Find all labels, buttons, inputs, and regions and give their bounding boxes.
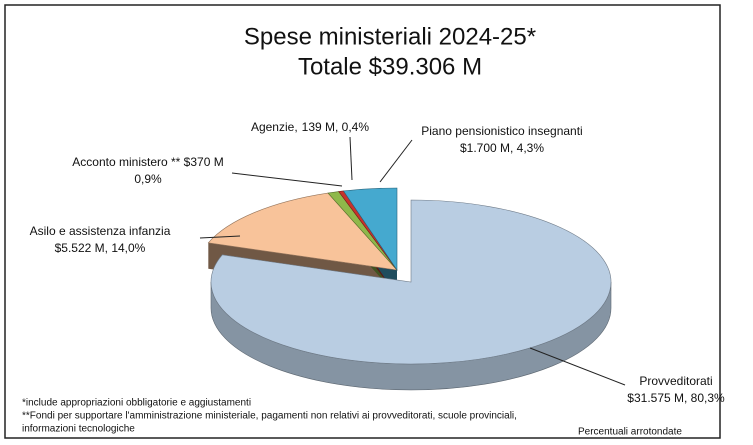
chart-title: Spese ministeriali 2024-25* — [244, 23, 536, 50]
labels: Provveditorati $31.575 M, 80,3% Asilo e as… — [30, 120, 725, 405]
frame — [4, 4, 721, 439]
data-label: 139 M, 0,4% — [302, 120, 370, 134]
data-label: $5.522 M, 14,0% — [55, 241, 146, 255]
footnote: *include appropriazioni obbligatorie e a… — [22, 398, 251, 409]
leader-line — [199, 235, 241, 239]
label-name: Provveditorati — [639, 374, 712, 388]
pie — [207, 187, 612, 391]
label-name: Agenzie, — [251, 120, 298, 134]
leader-line — [231, 172, 343, 187]
label: Agenzie, 139 M, 0,4% — [251, 120, 369, 134]
slice — [343, 187, 398, 271]
footnote: informazioni tecnologiche — [22, 424, 135, 435]
label-name: Acconto ministero ** $370 M — [72, 155, 223, 169]
leader-line — [349, 136, 353, 181]
leader-line — [379, 139, 413, 183]
label-name: Piano pensionistico insegnanti — [421, 124, 582, 138]
note: Percentuali arrotondate — [578, 427, 682, 438]
label-name: Asilo e assistenza infanzia — [30, 224, 171, 238]
chart-subtitle: Totale $39.306 M — [298, 53, 482, 80]
data-label: 0,9% — [134, 172, 162, 186]
slice — [210, 199, 612, 365]
data-label: $1.700 M, 4,3% — [460, 141, 544, 155]
footnote: **Fondi per supportare l'amministrazione… — [22, 411, 517, 422]
data-label: $31.575 M, 80,3% — [627, 391, 725, 405]
leader-line — [529, 347, 626, 386]
